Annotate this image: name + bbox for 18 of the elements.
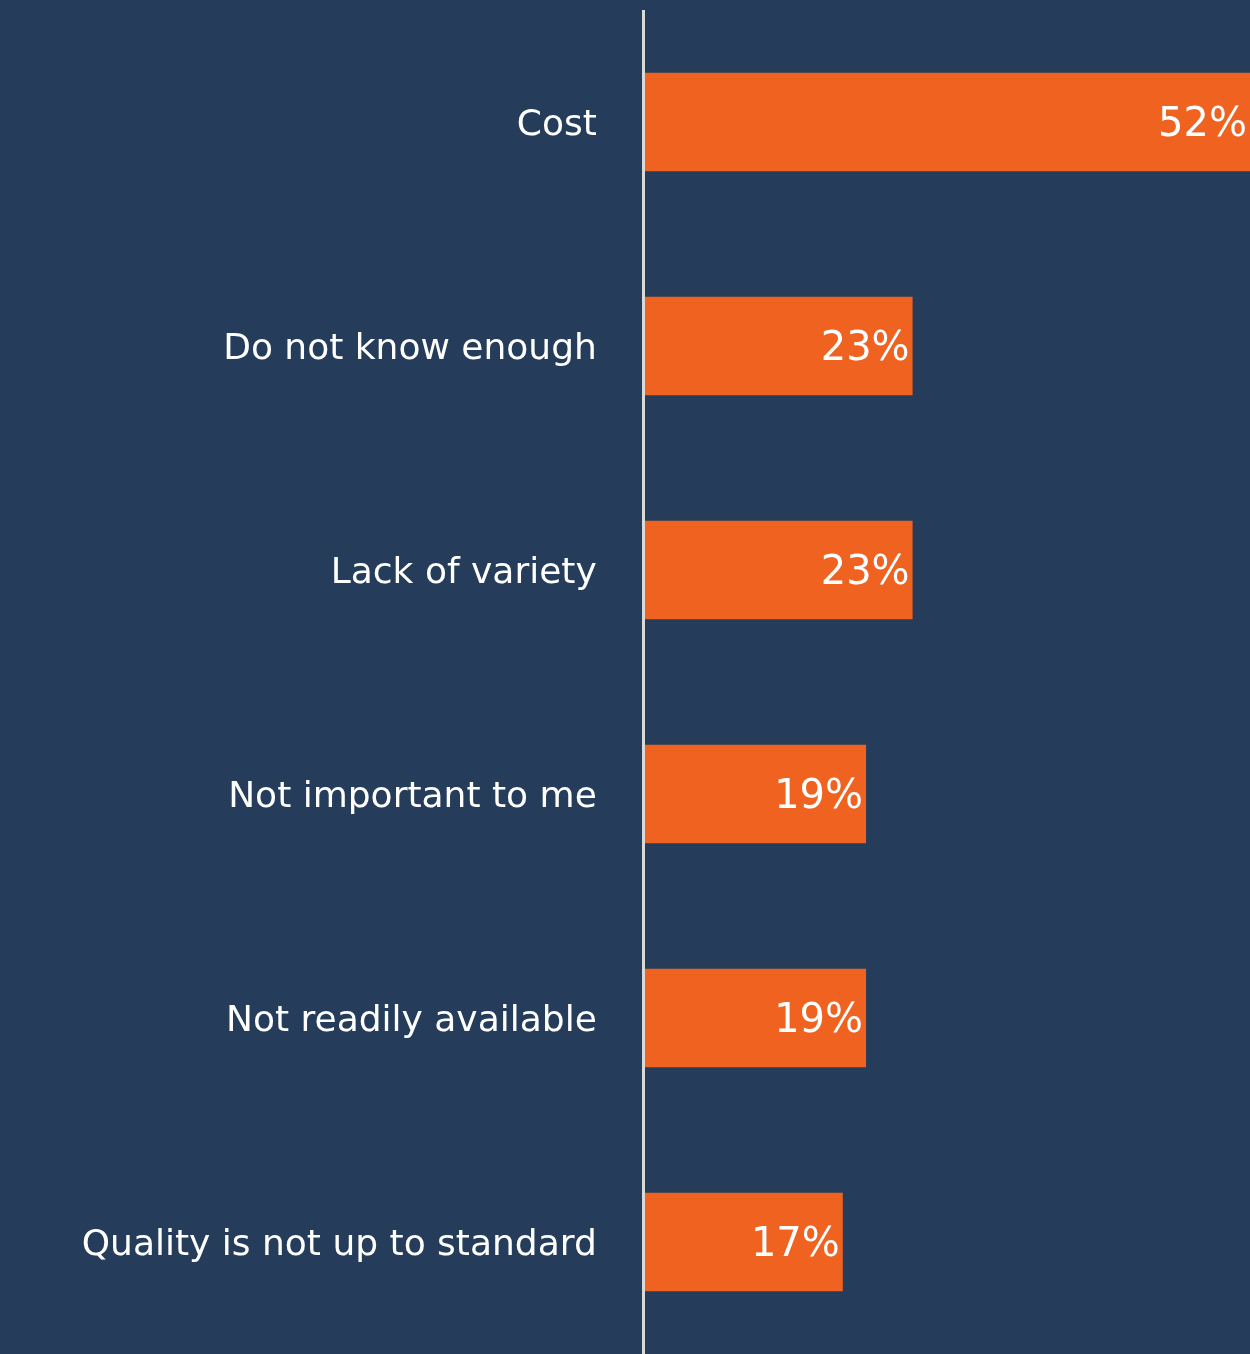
data-label: 23%	[820, 323, 910, 369]
bar	[645, 1192, 843, 1292]
data-label: 52%	[1158, 99, 1247, 145]
y-tick-label: Lack of variety	[330, 549, 597, 591]
y-tick-label: Cost	[516, 101, 597, 143]
data-label: 19%	[774, 995, 864, 1041]
bar	[645, 744, 867, 844]
y-tick-label: Quality is not up to standard	[81, 1221, 597, 1263]
bar	[645, 520, 913, 620]
y-tick-label: Do not know enough	[223, 325, 597, 367]
data-label: 23%	[820, 547, 910, 593]
bar	[645, 296, 913, 396]
y-tick-label: Not important to me	[228, 773, 597, 815]
bar	[645, 968, 867, 1068]
bar	[645, 72, 1250, 172]
y-tick-label: Not readily available	[225, 997, 597, 1039]
data-label: 17%	[750, 1219, 840, 1265]
data-label: 19%	[774, 771, 864, 817]
